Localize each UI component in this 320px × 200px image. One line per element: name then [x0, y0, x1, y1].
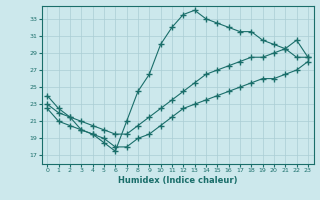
X-axis label: Humidex (Indice chaleur): Humidex (Indice chaleur): [118, 176, 237, 185]
